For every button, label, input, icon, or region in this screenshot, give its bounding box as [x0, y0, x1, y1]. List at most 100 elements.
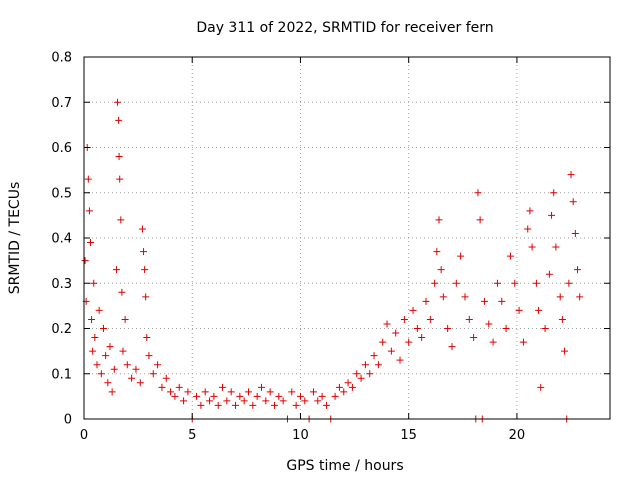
data-point — [396, 356, 404, 364]
data-point — [565, 279, 573, 287]
data-points — [81, 98, 584, 423]
data-point — [138, 225, 146, 233]
data-point — [344, 379, 352, 387]
data-point — [175, 383, 183, 391]
data-point — [154, 361, 162, 369]
data-point — [288, 388, 296, 396]
data-point — [180, 397, 188, 405]
data-point — [569, 198, 577, 206]
data-point — [439, 293, 447, 301]
data-point — [535, 306, 543, 314]
data-point — [413, 325, 421, 332]
data-point — [498, 297, 506, 305]
data-point — [143, 334, 151, 342]
x-tick-label: 20 — [509, 428, 526, 443]
y-tick-label: 0 — [64, 413, 72, 428]
data-point — [541, 325, 549, 332]
y-tick-label: 0.1 — [51, 367, 72, 382]
data-point — [141, 266, 149, 274]
data-point — [409, 306, 417, 314]
data-point — [158, 383, 166, 391]
chart-title: Day 311 of 2022, SRMTID for receiver fer… — [196, 20, 493, 36]
data-point — [106, 343, 114, 351]
data-point — [219, 383, 227, 391]
data-point — [240, 397, 248, 405]
data-point — [102, 352, 110, 360]
data-point — [223, 397, 231, 405]
data-point — [145, 352, 153, 360]
data-point — [97, 370, 105, 378]
data-point — [422, 297, 430, 305]
data-point — [465, 315, 473, 323]
data-point — [149, 370, 157, 378]
data-point — [136, 379, 144, 387]
data-point — [262, 397, 270, 405]
data-point — [576, 293, 584, 301]
data-point — [567, 171, 575, 179]
data-point — [448, 343, 456, 351]
data-point — [379, 338, 387, 346]
data-point — [104, 379, 112, 387]
y-tick-label: 0.2 — [51, 322, 72, 337]
data-point — [93, 361, 101, 369]
data-point — [162, 374, 170, 382]
y-tick-label: 0.3 — [51, 277, 72, 292]
data-point — [556, 293, 564, 301]
data-point — [366, 370, 374, 378]
data-point — [115, 116, 123, 124]
data-point — [511, 279, 519, 287]
data-point — [433, 248, 441, 256]
data-point — [128, 374, 136, 382]
data-point — [470, 334, 478, 342]
data-point — [550, 189, 558, 197]
data-point — [119, 347, 127, 355]
data-point — [537, 383, 545, 391]
data-point — [314, 397, 322, 405]
data-point — [545, 270, 553, 278]
data-point — [108, 388, 116, 396]
data-point — [167, 388, 175, 396]
tick-labels: 0 5 10 15 20 0 0.1 0.2 0.3 0.4 0.5 0.6 0.7 0.8 — [51, 51, 525, 444]
data-point — [383, 320, 391, 328]
data-point — [387, 347, 395, 355]
data-point — [118, 288, 126, 296]
data-point — [81, 257, 89, 265]
data-point — [526, 207, 534, 215]
x-axis-label: GPS time / hours — [286, 458, 403, 474]
data-point — [400, 315, 408, 323]
data-point — [452, 279, 460, 287]
data-point — [249, 401, 257, 409]
data-point — [418, 334, 426, 342]
data-point — [171, 392, 179, 400]
data-point — [266, 388, 274, 396]
x-tick-label: 10 — [292, 428, 309, 443]
data-point — [574, 266, 582, 274]
ticks — [83, 56, 610, 420]
data-point — [444, 325, 452, 332]
data-point — [95, 306, 103, 314]
data-point — [322, 401, 330, 409]
data-point — [435, 216, 443, 224]
data-point — [270, 401, 278, 409]
data-point — [348, 383, 356, 391]
data-point — [405, 338, 413, 346]
data-point — [116, 175, 124, 183]
data-point — [201, 388, 209, 396]
data-point — [236, 392, 244, 400]
data-point — [361, 361, 369, 369]
data-point — [123, 361, 131, 369]
data-point — [132, 365, 140, 373]
data-point — [392, 329, 400, 337]
data-point — [548, 211, 556, 219]
data-point — [117, 216, 125, 224]
data-point — [85, 207, 93, 215]
data-point — [279, 397, 287, 405]
y-tick-label: 0.8 — [51, 51, 72, 66]
x-tick-label: 0 — [80, 428, 88, 443]
data-point — [524, 225, 532, 233]
data-point — [112, 266, 120, 274]
data-point — [193, 392, 201, 400]
data-point — [275, 392, 283, 400]
data-point — [426, 315, 434, 323]
